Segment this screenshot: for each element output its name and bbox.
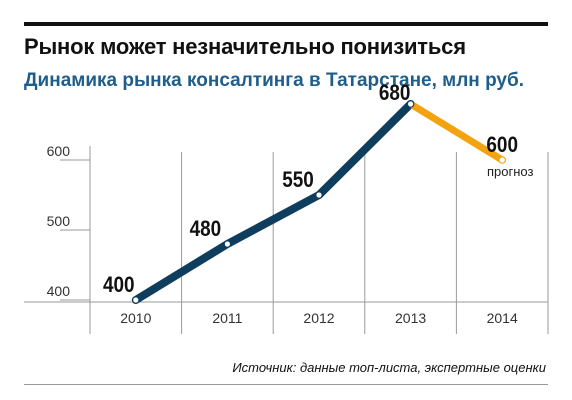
x-tick-label: 2012 [303,310,334,326]
forecast-label: прогноз [487,164,534,179]
data-point [406,100,415,108]
data-label: 400 [103,273,135,298]
bottom-rule [24,384,548,385]
data-point [498,156,507,164]
y-tick-label: 400 [47,283,71,299]
data-label: 680 [379,81,411,106]
chart-subtitle: Динамика рынка консалтинга в Татарстане,… [24,70,525,91]
series-line-forecast [407,100,506,164]
x-tick-label: 2011 [212,310,242,326]
data-point [132,296,140,304]
x-tick-label: 2010 [120,310,151,326]
x-tick-label: 2014 [487,310,518,326]
data-label: 600 [486,133,518,158]
source-note: Источник: данные топ-листа, экспертные о… [232,360,546,375]
data-label: 550 [282,168,314,193]
data-label: 480 [190,217,222,242]
x-tick-label: 2013 [395,310,426,326]
y-tick-label: 500 [47,213,71,229]
data-point [315,191,323,199]
chart-title: Рынок может незначительно понизиться [24,34,466,59]
top-rule [24,22,548,26]
data-point [223,240,232,248]
series-line-actual [131,100,415,304]
y-tick-label: 600 [47,143,71,159]
